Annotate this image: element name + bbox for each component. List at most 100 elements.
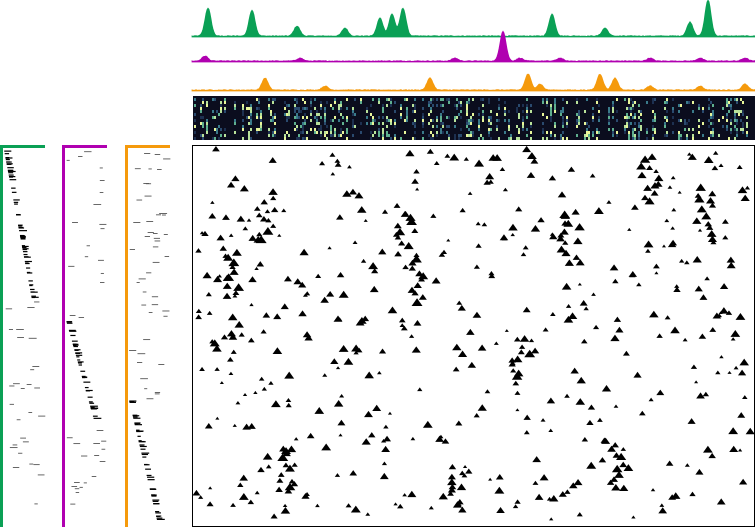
spec-cell [466,104,468,107]
spec-cell [258,128,260,131]
spec-cell [234,122,236,125]
spec-cell [448,98,450,101]
spec-cell [678,104,680,107]
event [645,249,651,253]
spec-cell [428,122,430,125]
spec-cell [274,116,276,119]
spec-cell [250,128,252,131]
spec-cell [316,119,318,122]
spec-cell [386,134,388,137]
event [651,190,659,196]
event [271,207,278,212]
spec-cell [214,137,216,140]
spec-cell [304,122,306,125]
spec-cell [400,116,402,119]
spec-cell [260,113,262,116]
spec-cell [422,131,424,134]
spec-cell [688,128,690,131]
spec-cell [584,134,586,137]
event [578,283,582,286]
spec-cell [736,119,738,122]
spec-cell [560,110,562,113]
event [503,188,508,192]
event [402,493,407,496]
event [368,262,378,269]
spec-cell [542,128,544,131]
spec-cell [522,104,524,107]
event [653,264,660,269]
spec-cell [478,125,480,128]
spec-cell [742,128,744,131]
spec-cell [678,110,680,113]
spec-cell [598,110,600,113]
spec-cell [698,119,700,122]
spec-cell [422,98,424,101]
spec-cell [212,137,214,140]
spec-cell [608,107,610,110]
spec-cell [440,116,442,119]
spec-cell [372,122,374,125]
spec-cell [634,101,636,104]
spec-cell [300,110,302,113]
event [651,488,655,491]
spec-cell [298,116,300,119]
spec-cell [468,101,470,104]
event [255,491,260,494]
spec-cell [234,131,236,134]
spec-cell [632,134,634,137]
event [432,277,441,283]
spec-cell [404,119,406,122]
event [394,203,401,208]
event [537,217,544,222]
event [329,153,335,157]
event [647,153,656,160]
spec-cell [256,98,258,101]
event [459,471,465,475]
spec-cell [666,119,668,122]
spec-cell [522,119,524,122]
event [230,268,239,274]
event [559,211,570,218]
event [573,255,581,260]
event [520,335,529,342]
spec-cell [386,131,388,134]
event [670,327,680,334]
spec-cell [576,122,578,125]
spec-cell [274,113,276,116]
spec-cell [692,128,694,131]
spec-cell [742,101,744,104]
event [299,249,308,255]
spec-cell [286,119,288,122]
event [394,223,402,229]
spec-cell [256,128,258,131]
event [708,453,716,458]
event [691,364,697,368]
spec-cell [652,128,654,131]
spec-cell [224,107,226,110]
spec-cell [672,116,674,119]
event [583,306,588,310]
event [362,438,371,444]
spec-cell [422,119,424,122]
spec-cell [672,107,674,110]
spec-cell [628,116,630,119]
spec-cell [728,137,730,140]
spec-cell [306,137,308,140]
event [229,372,234,375]
event [671,208,676,211]
event [265,209,270,213]
spec-cell [490,116,492,119]
spec-cell [220,134,222,137]
spec-cell [326,131,328,134]
spec-cell [316,110,318,113]
event [521,252,527,256]
spec-cell [454,104,456,107]
spec-cell [596,98,598,101]
spec-cell [742,113,744,116]
event [719,163,724,167]
event [257,467,265,472]
spec-cell [296,98,298,101]
spec-cell [588,137,590,140]
event [668,185,673,188]
spec-cell [446,131,448,134]
